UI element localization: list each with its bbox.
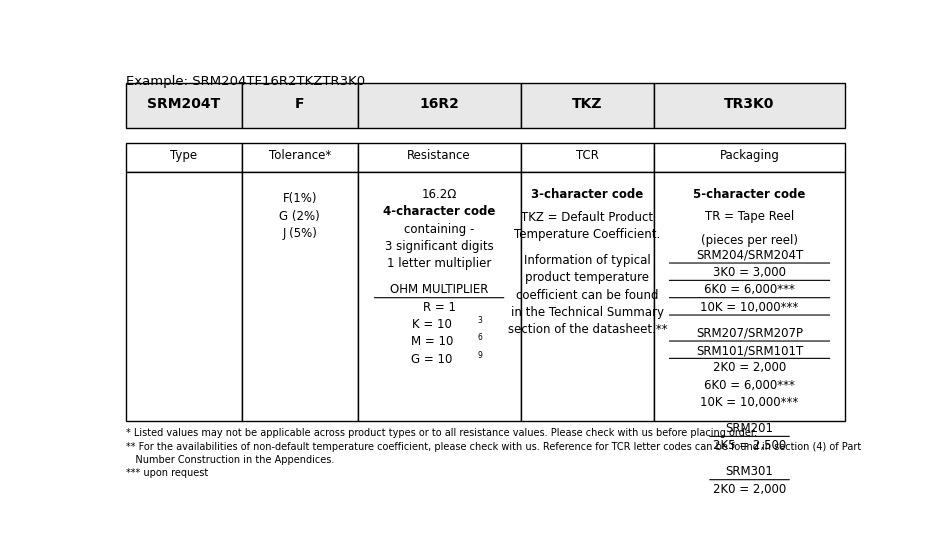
- Text: product temperature: product temperature: [526, 271, 650, 284]
- Text: R = 1: R = 1: [422, 301, 456, 314]
- Text: 10K = 10,000***: 10K = 10,000***: [701, 396, 798, 409]
- Text: 6K0 = 6,000***: 6K0 = 6,000***: [705, 379, 795, 392]
- Text: 3: 3: [477, 316, 482, 325]
- Text: (pieces per reel): (pieces per reel): [701, 234, 798, 247]
- Text: Number Construction in the Appendices.: Number Construction in the Appendices.: [126, 455, 334, 465]
- Text: G (2%): G (2%): [279, 210, 320, 222]
- Text: Example: SRM204TF16R2TKZTR3K0: Example: SRM204TF16R2TKZTR3K0: [126, 75, 365, 88]
- Text: 4-character code: 4-character code: [383, 205, 495, 219]
- Text: Resistance: Resistance: [407, 148, 471, 162]
- FancyBboxPatch shape: [241, 83, 358, 128]
- Text: OHM MULTIPLIER: OHM MULTIPLIER: [390, 284, 489, 296]
- Text: section of the datasheet.**: section of the datasheet.**: [508, 323, 668, 337]
- Text: TKZ: TKZ: [572, 96, 602, 110]
- FancyBboxPatch shape: [358, 83, 521, 128]
- Text: SRM301: SRM301: [725, 465, 774, 479]
- Text: 16R2: 16R2: [420, 96, 459, 110]
- FancyBboxPatch shape: [358, 172, 521, 421]
- Text: SRM207/SRM207P: SRM207/SRM207P: [696, 327, 803, 340]
- Text: G = 10: G = 10: [411, 353, 453, 366]
- FancyBboxPatch shape: [126, 172, 241, 421]
- Text: 3-character code: 3-character code: [531, 188, 643, 201]
- FancyBboxPatch shape: [126, 143, 241, 172]
- Text: Tolerance*: Tolerance*: [269, 148, 331, 162]
- Text: SRM204T: SRM204T: [147, 96, 221, 110]
- FancyBboxPatch shape: [358, 143, 521, 172]
- Text: coefficient can be found: coefficient can be found: [516, 289, 658, 302]
- Text: K = 10: K = 10: [412, 318, 452, 331]
- Text: * Listed values may not be applicable across product types or to all resistance : * Listed values may not be applicable ac…: [126, 428, 757, 438]
- Text: TCR: TCR: [576, 148, 599, 162]
- Text: TKZ = Default Product: TKZ = Default Product: [521, 211, 653, 224]
- Text: Information of typical: Information of typical: [524, 254, 651, 267]
- Text: 6: 6: [477, 333, 482, 343]
- Text: F(1%): F(1%): [282, 192, 317, 205]
- Text: 10K = 10,000***: 10K = 10,000***: [701, 301, 798, 314]
- Text: 3K0 = 3,000: 3K0 = 3,000: [713, 266, 786, 279]
- FancyBboxPatch shape: [521, 172, 654, 421]
- Text: 5-character code: 5-character code: [693, 188, 806, 201]
- FancyBboxPatch shape: [654, 172, 845, 421]
- FancyBboxPatch shape: [521, 143, 654, 172]
- FancyBboxPatch shape: [654, 83, 845, 128]
- Text: SRM201: SRM201: [725, 422, 774, 435]
- Text: 3 significant digits: 3 significant digits: [384, 240, 493, 253]
- Text: TR = Tape Reel: TR = Tape Reel: [705, 210, 795, 223]
- FancyBboxPatch shape: [241, 143, 358, 172]
- Text: SRM204/SRM204T: SRM204/SRM204T: [696, 249, 803, 262]
- Text: Temperature Coefficient.: Temperature Coefficient.: [514, 228, 660, 241]
- Text: ** For the availabilities of non-default temperature coefficient, please check w: ** For the availabilities of non-default…: [126, 442, 861, 451]
- Text: 2K5 = 2,500: 2K5 = 2,500: [713, 440, 786, 452]
- Text: 9: 9: [477, 351, 482, 360]
- FancyBboxPatch shape: [654, 143, 845, 172]
- FancyBboxPatch shape: [126, 83, 241, 128]
- Text: TR3K0: TR3K0: [724, 96, 775, 110]
- Text: Type: Type: [170, 148, 197, 162]
- Text: SRM101/SRM101T: SRM101/SRM101T: [696, 344, 803, 357]
- Text: 16.2Ω: 16.2Ω: [421, 188, 456, 201]
- Text: containing -: containing -: [404, 223, 474, 236]
- Text: *** upon request: *** upon request: [126, 468, 208, 478]
- Text: Packaging: Packaging: [720, 148, 779, 162]
- FancyBboxPatch shape: [241, 172, 358, 421]
- FancyBboxPatch shape: [521, 83, 654, 128]
- Text: J (5%): J (5%): [282, 227, 317, 240]
- Text: 1 letter multiplier: 1 letter multiplier: [387, 257, 491, 271]
- Text: M = 10: M = 10: [411, 336, 453, 348]
- Text: F: F: [295, 96, 304, 110]
- Text: 2K0 = 2,000: 2K0 = 2,000: [713, 483, 786, 496]
- Text: 6K0 = 6,000***: 6K0 = 6,000***: [705, 284, 795, 296]
- Text: 2K0 = 2,000: 2K0 = 2,000: [713, 361, 786, 375]
- Text: in the Technical Summary: in the Technical Summary: [510, 306, 664, 319]
